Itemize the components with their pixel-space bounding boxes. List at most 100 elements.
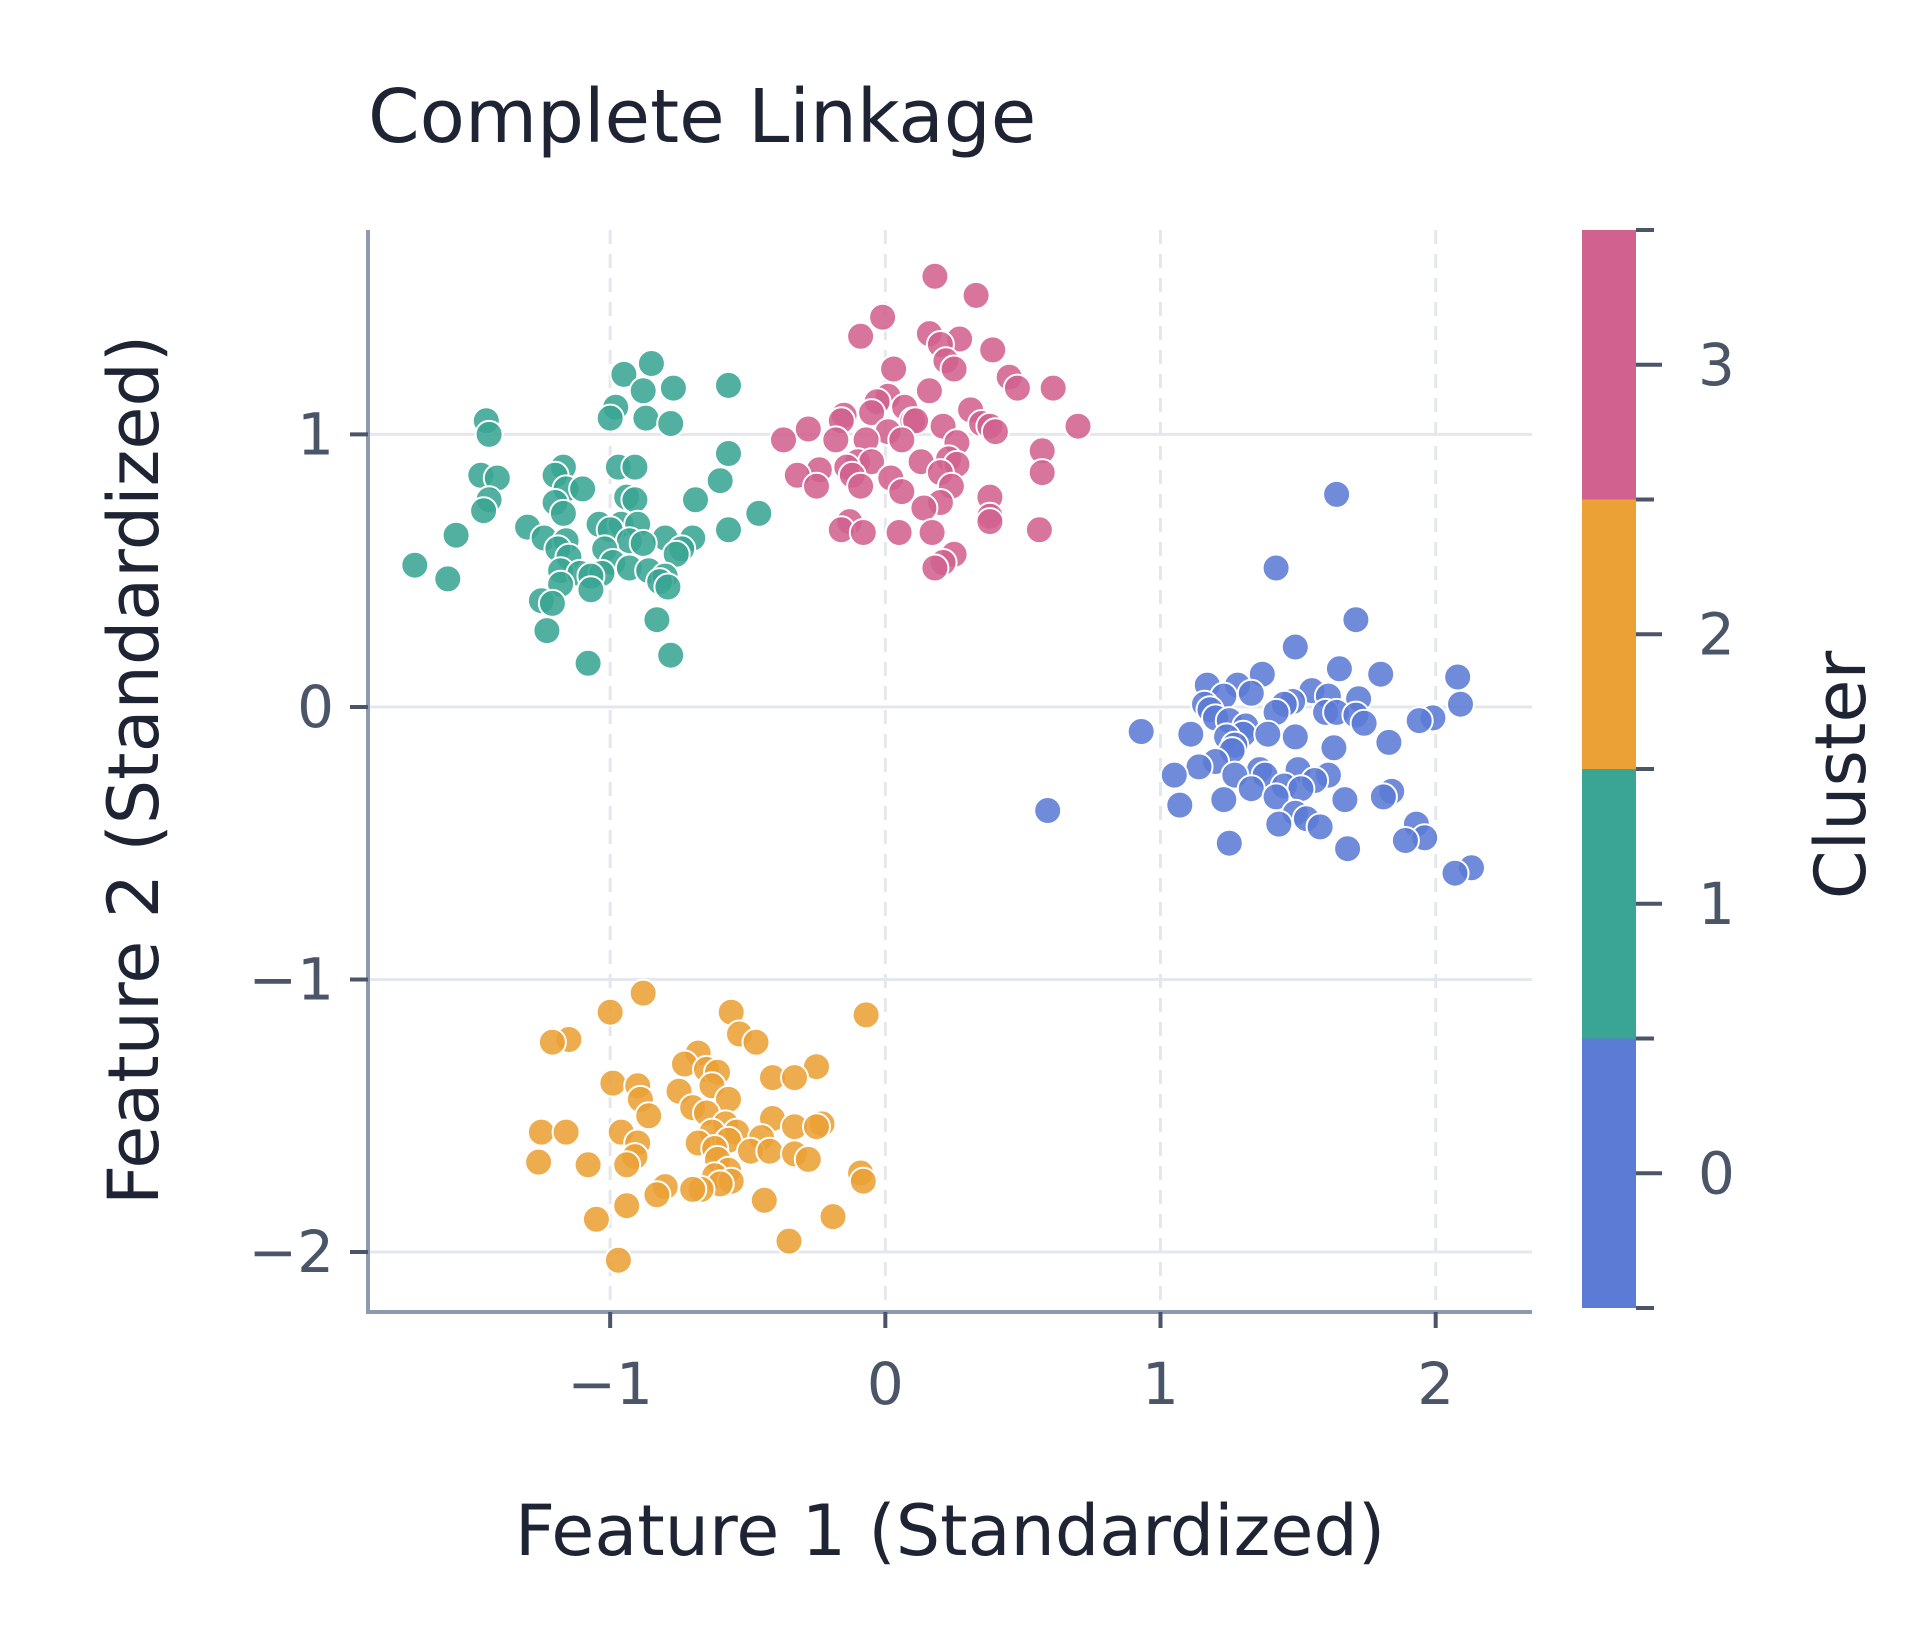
colorbar-tick-label: 0 [1698, 1139, 1735, 1207]
data-point-cluster-3 [846, 321, 876, 351]
data-point-cluster-2 [848, 1166, 878, 1196]
data-point-cluster-2 [628, 978, 658, 1008]
data-point-cluster-1 [568, 474, 598, 504]
data-point-cluster-2 [595, 997, 625, 1027]
data-point-cluster-3 [868, 302, 898, 332]
data-point-cluster-3 [978, 335, 1008, 365]
data-point-cluster-0 [1440, 858, 1470, 888]
x-axis-label: Feature 1 (Standardized) [515, 1490, 1385, 1572]
data-point-cluster-0 [1236, 774, 1266, 804]
data-point-cluster-0 [1214, 828, 1244, 858]
data-point-cluster-0 [1261, 553, 1291, 583]
data-point-cluster-2 [603, 1245, 633, 1275]
data-point-cluster-1 [656, 409, 686, 438]
x-axis-ticks: −1 0 1 2 [567, 1312, 1454, 1418]
data-point-cluster-1 [636, 349, 666, 378]
data-point-cluster-0 [1446, 689, 1475, 719]
x-tick-label: 2 [1417, 1350, 1454, 1418]
y-tick-label: −1 [249, 945, 335, 1013]
data-point-cluster-1 [714, 370, 743, 400]
data-point-cluster-0 [1366, 659, 1396, 689]
data-point-cluster-0 [1209, 785, 1239, 815]
data-point-cluster-1 [714, 515, 743, 545]
data-point-cluster-3 [914, 376, 944, 406]
data-point-cluster-1 [573, 648, 603, 678]
data-point-cluster-3 [920, 261, 950, 291]
data-point-cluster-2 [802, 1112, 831, 1142]
data-point-cluster-0 [1286, 774, 1316, 804]
data-point-cluster-2 [634, 1101, 664, 1131]
data-point-cluster-0 [1330, 785, 1360, 815]
data-point-cluster-3 [846, 471, 876, 501]
data-point-cluster-1 [609, 359, 639, 389]
data-point-cluster-1 [631, 403, 661, 433]
data-point-cluster-2 [749, 1185, 779, 1215]
data-point-cluster-1 [681, 485, 710, 515]
x-tick-label: −1 [567, 1350, 653, 1418]
data-point-cluster-3 [769, 425, 798, 455]
data-point-cluster-3 [917, 518, 947, 547]
data-point-cluster-3 [1024, 515, 1054, 545]
data-point-cluster-1 [653, 572, 683, 602]
data-point-cluster-2 [526, 1117, 556, 1147]
data-point-cluster-1 [658, 373, 688, 403]
data-point-cluster-2 [612, 1150, 642, 1180]
data-point-cluster-3 [975, 507, 1005, 537]
data-point-cluster-1 [656, 640, 686, 670]
data-point-cluster-2 [818, 1202, 848, 1232]
data-point-cluster-1 [620, 452, 650, 482]
data-point-cluster-0 [1349, 708, 1379, 738]
data-point-cluster-2 [581, 1204, 611, 1234]
data-point-cluster-2 [678, 1174, 708, 1204]
colorbar-segment-0 [1582, 1038, 1636, 1308]
data-point-cluster-2 [551, 1117, 581, 1147]
x-tick-label: 1 [1142, 1350, 1179, 1418]
data-point-cluster-3 [848, 518, 878, 547]
data-point-cluster-3 [887, 477, 917, 507]
data-point-cluster-3 [802, 471, 831, 501]
data-point-cluster-2 [774, 1226, 804, 1256]
data-point-cluster-2 [598, 1068, 628, 1098]
colorbar-segment-1 [1582, 769, 1636, 1039]
data-point-cluster-0 [1280, 722, 1310, 752]
data-point-cluster-3 [793, 414, 823, 444]
colorbar-label: Cluster [1800, 651, 1882, 900]
data-point-cluster-2 [524, 1147, 554, 1177]
data-point-cluster-1 [620, 485, 650, 515]
data-point-cluster-2 [537, 1027, 567, 1057]
data-point-cluster-3 [879, 354, 909, 384]
data-point-cluster-0 [1341, 605, 1371, 635]
data-point-cluster-0 [1443, 662, 1473, 692]
data-point-cluster-0 [1324, 654, 1354, 684]
data-point-cluster-0 [1390, 826, 1420, 855]
data-point-cluster-3 [939, 354, 969, 384]
data-point-cluster-1 [469, 496, 499, 526]
y-tick-label: 1 [297, 400, 334, 468]
data-point-cluster-0 [1236, 678, 1266, 708]
data-point-cluster-2 [741, 1027, 771, 1057]
data-point-cluster-1 [628, 528, 658, 558]
data-point-cluster-0 [1404, 706, 1434, 736]
data-point-cluster-1 [548, 498, 578, 528]
y-axis-ticks: −2 −1 0 1 [249, 400, 368, 1286]
data-point-cluster-3 [884, 518, 914, 547]
data-point-cluster-1 [744, 498, 774, 528]
data-point-cluster-0 [1333, 834, 1363, 864]
colorbar-ticks: 0 1 2 3 [1636, 228, 1735, 1310]
data-point-cluster-2 [573, 1150, 603, 1180]
data-point-cluster-0 [1184, 752, 1214, 782]
y-axis-label: Feature 2 (Standardized) [93, 335, 175, 1205]
data-point-cluster-0 [1280, 632, 1310, 662]
data-point-cluster-3 [1063, 411, 1093, 441]
data-point-cluster-0 [1033, 796, 1063, 825]
data-point-cluster-2 [755, 1136, 785, 1166]
data-point-cluster-1 [628, 376, 658, 406]
data-point-cluster-3 [1002, 373, 1032, 403]
data-point-cluster-0 [1159, 760, 1189, 790]
data-point-cluster-1 [400, 550, 430, 580]
data-point-cluster-2 [793, 1144, 823, 1174]
data-point-cluster-3 [961, 280, 991, 310]
data-point-cluster-0 [1374, 727, 1404, 757]
data-point-cluster-1 [642, 605, 672, 635]
